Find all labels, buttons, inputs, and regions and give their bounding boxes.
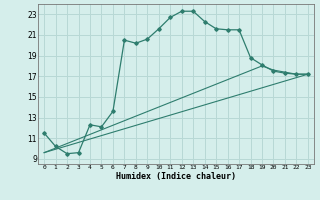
X-axis label: Humidex (Indice chaleur): Humidex (Indice chaleur) <box>116 172 236 181</box>
